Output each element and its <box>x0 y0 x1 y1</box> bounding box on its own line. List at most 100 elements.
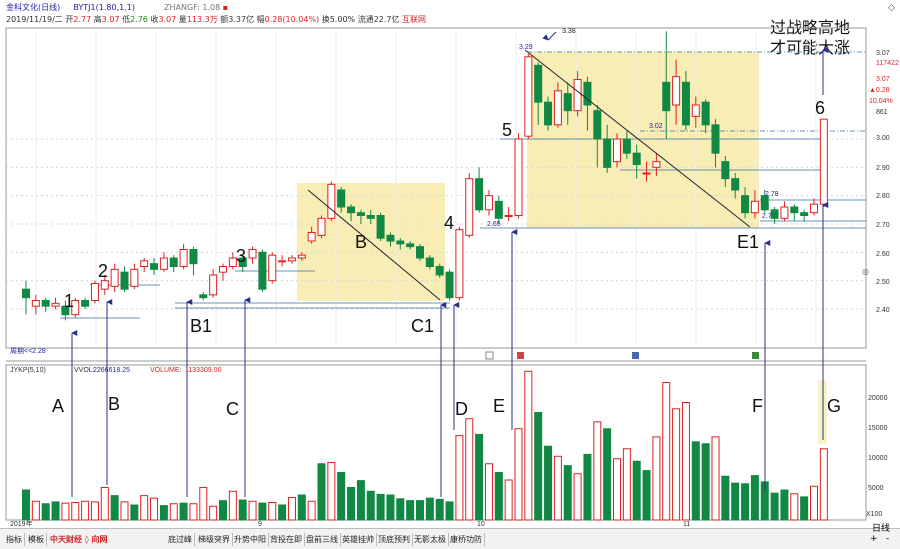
candle <box>366 209 375 224</box>
candle <box>425 255 434 270</box>
volume-bar <box>61 502 70 521</box>
vlabel-g: G <box>827 396 841 416</box>
tab-ying-xiong-gua-shuai[interactable]: 英雄挂帅 <box>340 533 377 546</box>
volume-bar <box>711 436 720 521</box>
candle <box>494 195 503 224</box>
event-marker-1[interactable] <box>517 352 524 359</box>
vol-indicator: JYKP(5,10) <box>10 367 46 374</box>
kline-chart[interactable]: 1 2 3 4 5 6 B B1 C1 E1 A B C D E F G 3.2… <box>0 0 900 528</box>
volume-bar <box>406 500 415 521</box>
vol-tick-5000: 5000 <box>868 485 884 492</box>
event-marker-4[interactable] <box>485 351 494 360</box>
price-tick-270: 2.70 <box>876 222 890 229</box>
candle <box>307 226 316 244</box>
price-annotations: 3.29 3.38 3.02 2.78 2.65 2.7 周期<<2.28 <box>10 28 779 355</box>
tab-template[interactable]: 模板 <box>26 533 47 546</box>
candle <box>672 59 681 125</box>
volume-bar <box>297 494 306 521</box>
indicator-name[interactable]: BYTJ1(1.80,1,1) <box>73 3 135 12</box>
tab-di-guo-feng[interactable]: 底过峰 <box>166 533 195 546</box>
event-marker-2[interactable] <box>632 352 639 359</box>
flag-icon: ▪ <box>222 3 229 12</box>
volume-bar <box>31 500 40 521</box>
candle <box>31 294 40 315</box>
settings-diamond-icon[interactable]: ◇ <box>888 2 895 12</box>
open-label: 开 <box>65 15 74 24</box>
candle <box>770 207 779 224</box>
volume-bar <box>209 505 218 521</box>
candle <box>711 119 720 168</box>
volume-header: JYKP(5,10) VVOL: 2266618.25 VOLUME: 1133… <box>10 367 222 374</box>
float-value: 22.7亿 <box>373 15 400 24</box>
tab-bei-tou-zai-ji[interactable]: 背投在即 <box>268 533 305 546</box>
volume-bar <box>524 370 533 521</box>
volume-bar <box>337 472 346 521</box>
sector-link[interactable]: 互联网 <box>402 15 427 24</box>
volume-bar <box>150 497 159 521</box>
candle <box>544 96 553 131</box>
volume-bar <box>435 498 444 521</box>
vlabel-b: B <box>108 394 120 414</box>
candle <box>484 190 493 216</box>
volume-bar <box>130 504 139 521</box>
candle <box>681 71 690 131</box>
volume-value: 113.3万 <box>186 15 218 24</box>
volume-bar <box>386 494 395 521</box>
tab-indicator[interactable]: 指标 <box>4 533 25 546</box>
volume-bar <box>770 492 779 521</box>
tab-kang-qiao-gong-fang[interactable]: 康桥功防 <box>448 533 485 546</box>
candle <box>406 241 415 250</box>
quote-date: 2019/11/19/二 <box>6 15 63 24</box>
volume-bar <box>741 483 750 521</box>
candle <box>287 255 296 264</box>
candle <box>701 99 710 134</box>
candle <box>475 167 484 213</box>
quote-header-line2: 2019/11/19/二 开2.77 高3.07 低2.76 收3.07 量11… <box>6 14 426 25</box>
zoom-circle-icon[interactable]: ◎ <box>862 267 869 276</box>
tab-wu-ying-tai-ji[interactable]: 无影太极 <box>412 533 449 546</box>
volume-bar <box>613 458 621 521</box>
volume-bar <box>51 501 60 521</box>
candle <box>642 161 651 182</box>
price-tick-307: 3.07 <box>876 50 890 57</box>
event-marker-3[interactable] <box>752 352 759 359</box>
volume-header-label: VOLUME: <box>150 367 182 374</box>
tab-ti-ji-tu-jie[interactable]: 梯级突界 <box>196 533 233 546</box>
volume-bar <box>219 500 227 521</box>
volume-bar <box>268 502 277 521</box>
period-selector[interactable]: 日线 <box>872 524 891 534</box>
candle <box>90 280 99 304</box>
volume-bar <box>356 480 365 521</box>
volume-bar <box>258 502 267 521</box>
zoom-in-button[interactable]: + <box>870 534 878 544</box>
vlabel-c: C <box>226 399 239 419</box>
right-info-5: 861 <box>876 109 888 116</box>
candle <box>465 173 474 239</box>
zoom-out-button[interactable]: - <box>886 534 890 544</box>
candle <box>800 209 809 222</box>
candle <box>81 297 90 309</box>
candle <box>593 105 602 168</box>
volume-bar <box>189 503 198 521</box>
tab-sheng-shi-zhong-yang[interactable]: 升势中阳 <box>232 533 269 546</box>
stock-name[interactable]: 金科文化(日线) <box>6 3 61 12</box>
volume-bar <box>504 479 513 521</box>
vvol-value: 2266618.25 <box>93 367 130 374</box>
close-label: 收 <box>150 15 159 24</box>
volume-bar <box>544 445 553 521</box>
date-tick-11: 11 <box>683 521 690 528</box>
annot-302: 3.02 <box>649 123 663 130</box>
candle <box>514 133 523 219</box>
candle <box>356 209 365 224</box>
annot-27: 2.7 <box>762 213 772 220</box>
tab-ding-di-yu-pan[interactable]: 顶底预判 <box>376 533 413 546</box>
vvol-label: VVOL: <box>74 367 95 374</box>
candle <box>790 204 799 222</box>
candle <box>819 118 828 207</box>
volume-bar <box>238 499 247 521</box>
tab-pan-qian-san-xian[interactable]: 盘前三线 <box>304 533 341 546</box>
volume-bar <box>455 435 464 521</box>
candle <box>130 263 139 290</box>
label-2: 2 <box>98 261 108 281</box>
candle <box>780 201 789 222</box>
